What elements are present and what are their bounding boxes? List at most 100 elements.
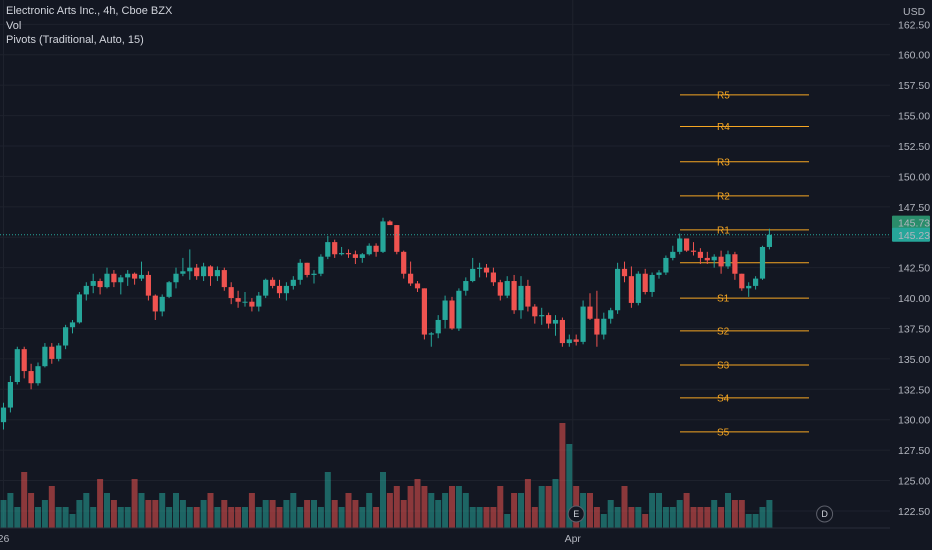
candle-body	[228, 287, 234, 299]
volume-bar	[145, 500, 152, 528]
candle-body	[111, 273, 117, 283]
candle-body	[21, 349, 27, 372]
volume-bar	[193, 507, 200, 528]
volume-bar	[511, 493, 518, 528]
symbol-title[interactable]: Electronic Arts Inc., 4h, Cboe BZX	[6, 5, 173, 17]
volume-bar	[186, 507, 193, 528]
volume-bar	[159, 493, 166, 528]
candle-body	[442, 300, 448, 320]
price-tick-label: 127.50	[898, 445, 930, 457]
price-tick-label: 157.50	[898, 80, 930, 92]
volume-bar	[242, 507, 248, 528]
volume-bar	[559, 423, 566, 528]
candle-body	[394, 225, 400, 252]
price-tag	[892, 215, 930, 230]
candle-body	[166, 282, 172, 297]
volume-bar	[173, 493, 179, 528]
volume-bar	[642, 514, 649, 528]
candle-body	[118, 277, 124, 283]
volume-bar	[28, 493, 35, 528]
pivot-label-r1: R1	[717, 225, 730, 236]
volume-bar	[207, 493, 214, 528]
volume-bar	[255, 507, 262, 528]
candle-body	[35, 366, 41, 384]
volume-bar	[104, 493, 110, 528]
candle-body	[380, 221, 386, 252]
candle-body	[753, 278, 759, 286]
candle-body	[14, 349, 20, 383]
candle-body	[428, 333, 434, 335]
candle-body	[125, 273, 131, 278]
candles	[0, 217, 772, 430]
volume-bar	[290, 493, 297, 528]
volume-bar	[607, 500, 614, 528]
volume-bar	[276, 507, 283, 528]
candle-body	[0, 407, 7, 423]
volume-bar	[518, 493, 524, 528]
candle-body	[670, 251, 676, 258]
volume-bar	[621, 486, 628, 528]
volume-bars	[0, 423, 773, 528]
volume-bar	[504, 514, 511, 528]
pivot-label-s5: S5	[717, 427, 730, 438]
volume-bar	[414, 479, 421, 528]
candle-body	[63, 327, 69, 346]
volume-bar	[131, 479, 138, 528]
candle-body	[635, 273, 641, 303]
candle-body	[594, 318, 600, 335]
volume-bar	[393, 486, 400, 528]
volume-bar	[766, 500, 773, 528]
volume-bar	[380, 472, 386, 528]
candle-body	[483, 267, 490, 273]
volume-bar	[442, 493, 449, 528]
price-tick-label: 160.00	[898, 50, 930, 62]
candle-body	[663, 257, 669, 273]
volume-bar	[76, 500, 83, 528]
candle-body	[518, 285, 524, 311]
volume-bar	[752, 514, 759, 528]
volume-bar	[704, 507, 711, 528]
volume-bar	[331, 500, 338, 528]
volume-bar	[524, 479, 531, 528]
candle-body	[159, 296, 165, 312]
candle-body	[90, 281, 96, 286]
volume-bar	[490, 507, 497, 528]
candle-body	[42, 346, 48, 367]
volume-bar	[373, 507, 380, 528]
candle-body	[697, 251, 703, 258]
event-marker	[567, 505, 585, 523]
volume-bar	[110, 500, 117, 528]
volume-indicator-label[interactable]: Vol	[6, 19, 22, 32]
pivot-label-r3: R3	[717, 157, 730, 168]
candle-body	[332, 242, 338, 255]
time-axis[interactable]: 26Apr121926May101724Jun714	[0, 527, 932, 550]
volume-bar	[455, 486, 462, 528]
volume-bar	[200, 500, 207, 528]
candle-body	[456, 290, 462, 329]
price-tick-label: 162.50	[898, 19, 930, 31]
volume-bar	[304, 500, 311, 528]
candle-body	[207, 266, 214, 277]
pivot-label-s2: S2	[717, 326, 730, 337]
candle-body	[615, 268, 621, 311]
candle-body	[746, 285, 752, 289]
candle-body	[463, 281, 469, 291]
candle-body	[104, 273, 110, 288]
price-tag-label: 145.23	[898, 230, 930, 242]
volume-bar	[345, 493, 352, 528]
candle-body	[497, 282, 503, 296]
candle-body	[373, 245, 379, 252]
pivots-indicator-label[interactable]: Pivots (Traditional, Auto, 15)	[6, 34, 144, 46]
volume-bar	[587, 493, 593, 528]
volume-bar	[649, 493, 656, 528]
candle-body	[408, 273, 414, 284]
candle-body	[201, 266, 207, 277]
price-tick-label: 140.00	[898, 293, 930, 305]
volume-bar	[214, 507, 221, 528]
price-tag-label: 145.73	[898, 218, 930, 230]
candle-body	[401, 251, 407, 274]
volume-bar	[435, 500, 442, 528]
candle-body	[414, 283, 421, 289]
